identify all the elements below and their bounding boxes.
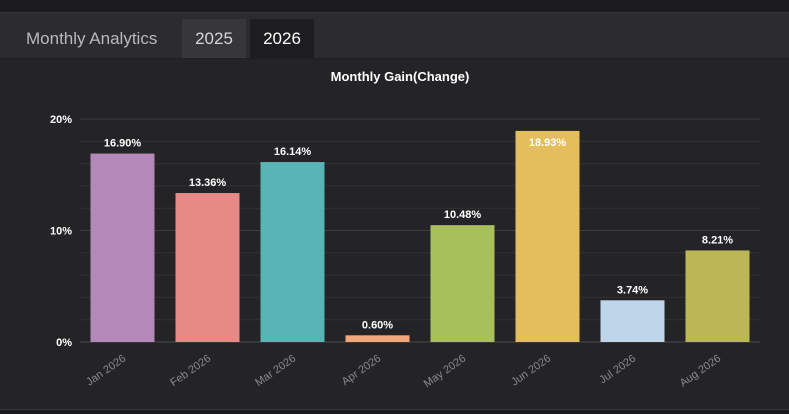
bar[interactable] <box>260 162 325 342</box>
x-tick-label: Apr 2026 <box>340 353 383 388</box>
chart-area: Monthly Gain(Change) 0% 10% 20% 16.90% 13.3… <box>0 59 789 409</box>
data-label: 0.60% <box>362 319 393 331</box>
x-tick-label: Jan 2026 <box>84 353 128 389</box>
chart-title: Monthly Gain(Change) <box>331 69 470 84</box>
x-tick-label: Feb 2026 <box>168 353 213 389</box>
y-tick-label: 0% <box>56 337 72 349</box>
x-tick-label: Jun 2026 <box>509 353 553 389</box>
y-tick-label: 20% <box>50 114 72 126</box>
y-tick-label: 10% <box>50 226 72 238</box>
data-label: 3.74% <box>617 284 648 296</box>
panel-title: Monthly Analytics <box>26 29 158 48</box>
tab-bar: Monthly Analytics 2025 2026 <box>0 13 789 59</box>
bars <box>90 130 750 342</box>
x-tick-label: Aug 2026 <box>678 353 723 390</box>
bar[interactable] <box>90 153 155 342</box>
data-label: 16.90% <box>104 138 142 150</box>
tab-2025[interactable]: 2025 <box>182 19 246 58</box>
tab-2026[interactable]: 2026 <box>250 19 314 58</box>
data-label: 8.21% <box>702 234 733 246</box>
x-axis: Jan 2026 Feb 2026 Mar 2026 Apr 2026 May 2026… <box>84 353 723 391</box>
data-label: 18.93% <box>529 137 567 149</box>
bar[interactable] <box>175 193 240 342</box>
bar[interactable] <box>600 300 665 342</box>
x-tick-label: Mar 2026 <box>253 353 298 389</box>
x-tick-label: May 2026 <box>422 353 468 391</box>
bar[interactable] <box>685 250 750 342</box>
data-label: 10.48% <box>444 209 482 221</box>
x-tick-label: Jul 2026 <box>597 353 638 387</box>
bar[interactable] <box>345 335 410 342</box>
data-labels: 16.90% 13.36% 16.14% 0.60% 10.48% 18.93% 3.74%… <box>104 137 733 331</box>
data-label: 13.36% <box>189 177 227 189</box>
bar[interactable] <box>430 225 495 342</box>
monthly-gain-chart: Monthly Gain(Change) 0% 10% 20% 16.90% 13.3… <box>50 69 760 391</box>
data-label: 16.14% <box>274 146 312 158</box>
bar[interactable] <box>515 130 580 342</box>
analytics-panel: Monthly Analytics 2025 2026 Monthly Gain… <box>0 12 789 410</box>
